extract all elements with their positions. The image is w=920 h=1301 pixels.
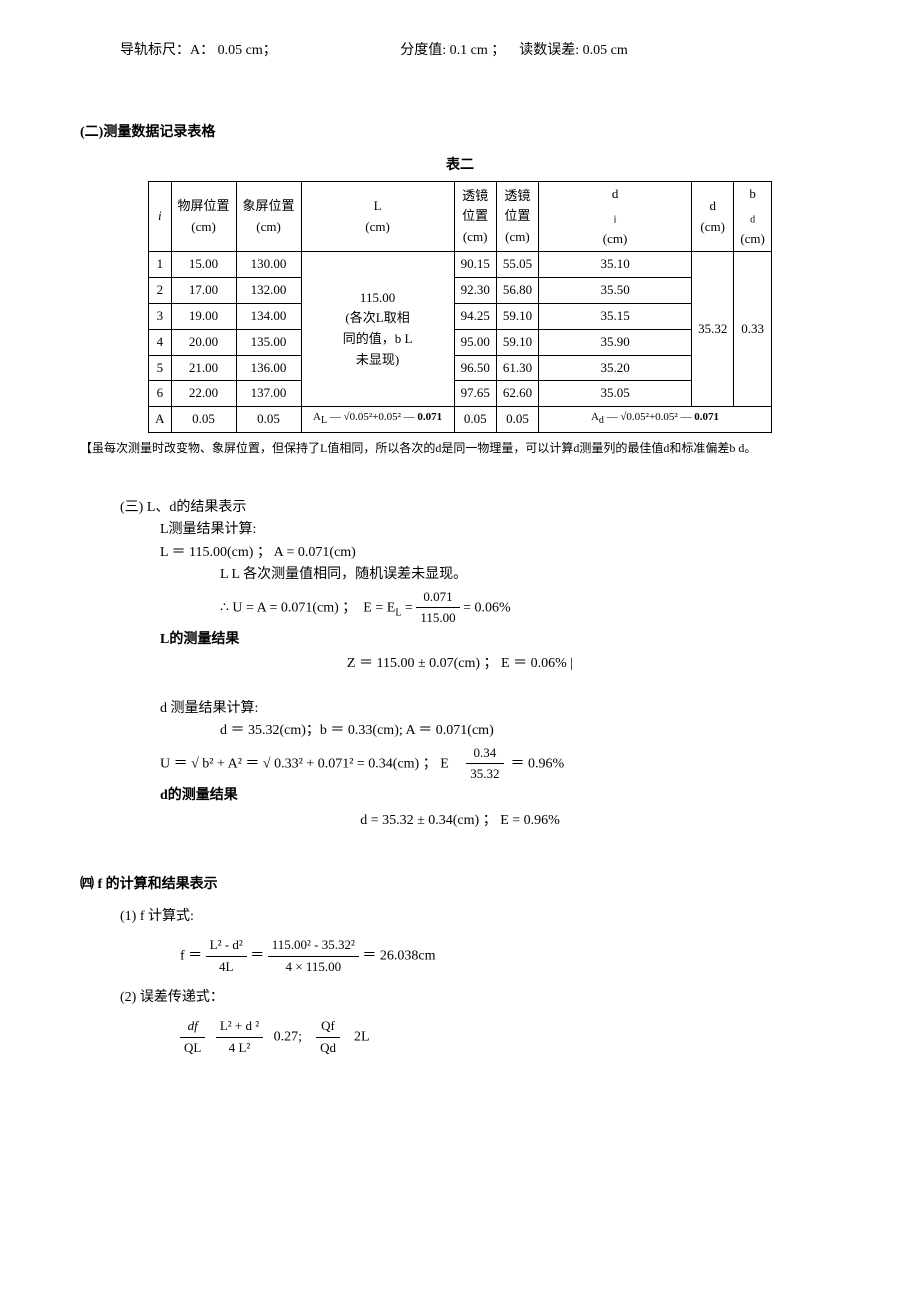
col-di: di(cm) [539, 182, 692, 252]
section-2-title: (二)测量数据记录表格 [80, 122, 840, 144]
table-row: 1 15.00 130.00 115.00 (各次L取相 同的值，b L 未显现… [149, 252, 772, 278]
col-lens-pos-1: 透镜位置(cm) [454, 182, 496, 252]
L-calc-title: L测量结果计算: [160, 519, 840, 541]
col-bd: bd(cm) [734, 182, 772, 252]
L-result-title: L的测量结果 [160, 629, 840, 651]
col-image-position: 象屏位置(cm) [236, 182, 301, 252]
table-row: 4 20.00 135.00 95.00 59.10 35.90 [149, 329, 772, 355]
col-lens-pos-2: 透镜位置(cm) [496, 182, 538, 252]
Ad-cell: Ad — √0.05²+0.05² — 0.071 [539, 407, 772, 433]
L-calc-line3: ∴ U = A = 0.071(cm) ； E = EL = 0.071115.… [220, 587, 840, 630]
bd-merged-cell: 0.33 [734, 252, 772, 407]
d-calc-line2: U ＝ √ b² + A² ＝ √ 0.33² + 0.071² = 0.34(… [160, 743, 840, 786]
col-object-position: 物屏位置(cm) [171, 182, 236, 252]
d-result: d = 35.32 ± 0.34(cm) ； E = 0.96% [80, 808, 840, 834]
rail-scale-value: 0.05 cm； [218, 43, 277, 58]
table-row: 6 22.00 137.00 97.65 62.60 35.05 [149, 381, 772, 407]
instrument-spec-line: 导轨标尺：A： 0.05 cm； 分度值: 0.1 cm ； 读数误差: 0.0… [120, 40, 840, 62]
reading-error-label: 读数误差: [519, 43, 579, 58]
division-label: 分度值: [400, 43, 446, 58]
d-result-title: d的测量结果 [160, 785, 840, 807]
table-row: 2 17.00 132.00 92.30 56.80 35.50 [149, 278, 772, 304]
L-calc-line1: L ＝ 115.00(cm) ； A = 0.071(cm) [160, 542, 840, 564]
L-merged-cell: 115.00 (各次L取相 同的值，b L 未显现) [301, 252, 454, 407]
col-L: L(cm) [301, 182, 454, 252]
d-calc-title: d 测量结果计算: [160, 698, 840, 720]
f-formula-title: (1) f 计算式: [120, 906, 840, 928]
L-calc-line2: L L 各次测量值相同，随机误差未显现。 [220, 564, 840, 586]
d-calc-line1: d ＝ 35.32(cm)；b ＝ 0.33(cm); A ＝ 0.071(cm… [220, 720, 840, 742]
table-2-caption: 表二 [80, 155, 840, 177]
table-row: 3 19.00 134.00 94.25 59.10 35.15 [149, 303, 772, 329]
rail-scale-label: 导轨标尺：A： [120, 43, 214, 58]
table-note: 【虽每次测量时改变物、象屏位置，但保持了L值相同，所以各次的d是同一物理量，可以… [80, 439, 840, 457]
error-propagation-title: (2) 误差传递式： [120, 987, 840, 1009]
table-A-row: A 0.05 0.05 AL — √0.05²+0.05² — 0.071 0.… [149, 407, 772, 433]
col-d: d(cm) [692, 182, 734, 252]
measurement-table: i 物屏位置(cm) 象屏位置(cm) L(cm) 透镜位置(cm) 透镜位置(… [148, 181, 772, 433]
col-i: i [149, 182, 171, 252]
section-4-title: ㈣ f 的计算和结果表示 [80, 874, 840, 896]
reading-error-value: 0.05 cm [583, 43, 628, 58]
table-row: 5 21.00 136.00 96.50 61.30 35.20 [149, 355, 772, 381]
division-value: 0.1 cm ； [450, 43, 506, 58]
f-formula: f ＝ L² - d²4L ＝ 115.00² - 35.32²4 × 115.… [180, 935, 840, 978]
d-merged-cell: 35.32 [692, 252, 734, 407]
L-result: Z ＝ 115.00 ± 0.07(cm) ； E ＝ 0.06% | [80, 651, 840, 677]
error-propagation-formula: dfQL L² + d ²4 L² 0.27; QfQd 2L [180, 1016, 840, 1059]
table-header-row: i 物屏位置(cm) 象屏位置(cm) L(cm) 透镜位置(cm) 透镜位置(… [149, 182, 772, 252]
AL-cell: AL — √0.05²+0.05² — 0.071 [301, 407, 454, 433]
section-3-title: (三) L、d的结果表示 [120, 497, 840, 519]
